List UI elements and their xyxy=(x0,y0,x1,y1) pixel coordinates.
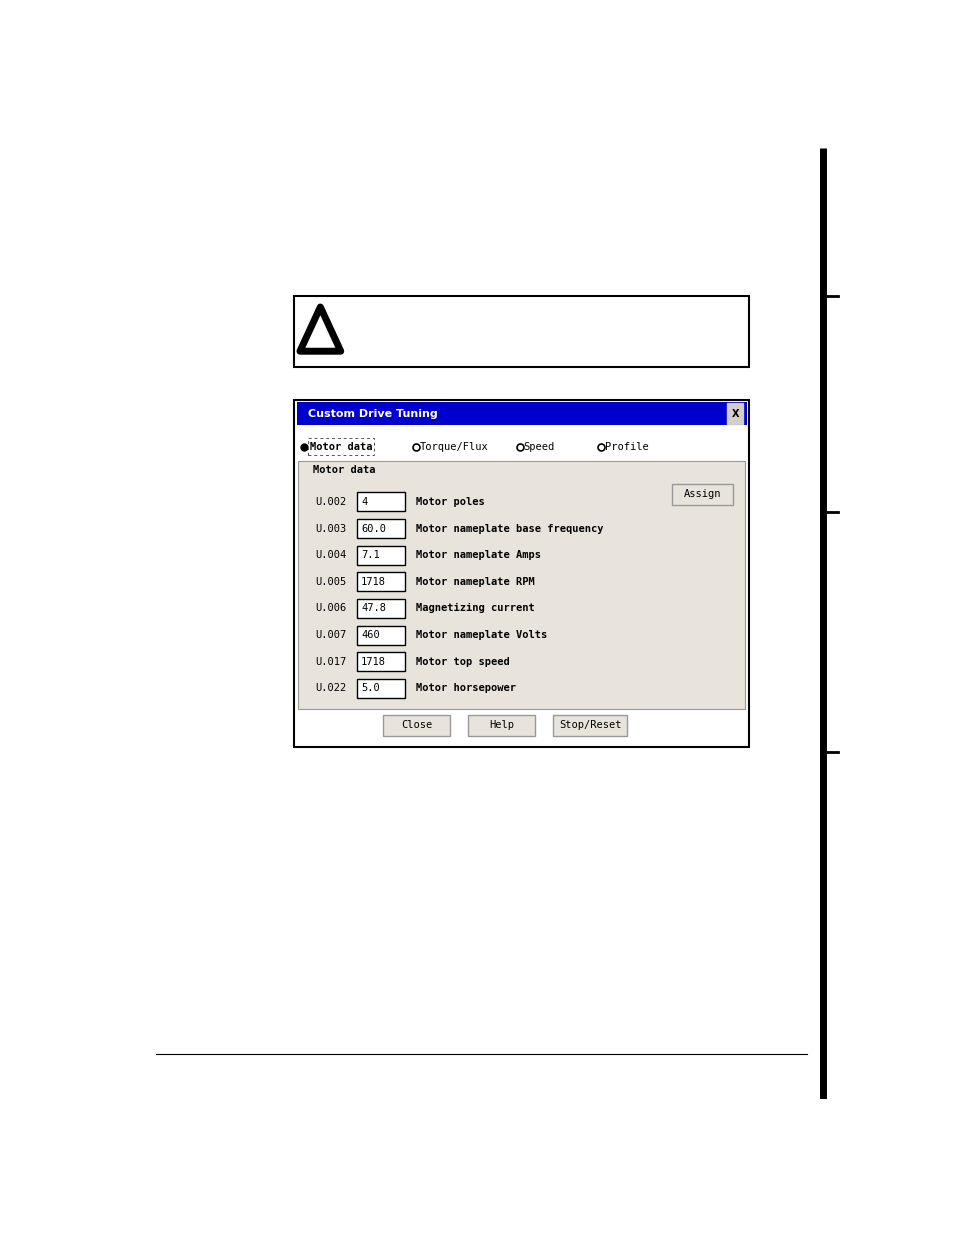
Text: 7.1: 7.1 xyxy=(360,551,379,561)
FancyBboxPatch shape xyxy=(672,484,732,505)
Text: U.005: U.005 xyxy=(314,577,346,587)
Text: Profile: Profile xyxy=(604,442,648,452)
FancyBboxPatch shape xyxy=(357,572,405,592)
Text: Assign: Assign xyxy=(683,489,720,499)
Text: Custom Drive Tuning: Custom Drive Tuning xyxy=(308,409,437,419)
Text: Motor nameplate Volts: Motor nameplate Volts xyxy=(416,630,547,640)
FancyBboxPatch shape xyxy=(383,715,449,736)
FancyBboxPatch shape xyxy=(468,715,535,736)
FancyBboxPatch shape xyxy=(726,403,742,424)
Text: Motor nameplate Amps: Motor nameplate Amps xyxy=(416,551,541,561)
FancyBboxPatch shape xyxy=(357,599,405,618)
Text: U.017: U.017 xyxy=(314,657,346,667)
Text: Magnetizing current: Magnetizing current xyxy=(416,604,535,614)
Text: 47.8: 47.8 xyxy=(360,604,386,614)
Text: Torque/Flux: Torque/Flux xyxy=(419,442,488,452)
Text: U.003: U.003 xyxy=(314,524,346,534)
Text: U.002: U.002 xyxy=(314,496,346,506)
Text: Stop/Reset: Stop/Reset xyxy=(558,720,620,730)
FancyBboxPatch shape xyxy=(294,400,748,747)
FancyBboxPatch shape xyxy=(296,403,746,425)
Text: Motor nameplate base frequency: Motor nameplate base frequency xyxy=(416,524,603,534)
Text: Motor data: Motor data xyxy=(313,464,375,474)
FancyBboxPatch shape xyxy=(298,461,744,709)
FancyBboxPatch shape xyxy=(357,493,405,511)
Text: 460: 460 xyxy=(360,630,379,640)
FancyBboxPatch shape xyxy=(357,626,405,645)
Text: Motor poles: Motor poles xyxy=(416,496,485,506)
Text: Close: Close xyxy=(400,720,432,730)
FancyBboxPatch shape xyxy=(357,546,405,564)
FancyBboxPatch shape xyxy=(357,679,405,698)
Text: Help: Help xyxy=(489,720,514,730)
Text: U.004: U.004 xyxy=(314,551,346,561)
Text: Motor nameplate RPM: Motor nameplate RPM xyxy=(416,577,535,587)
Text: Speed: Speed xyxy=(523,442,555,452)
Text: U.022: U.022 xyxy=(314,683,346,693)
FancyBboxPatch shape xyxy=(357,519,405,538)
Text: 5.0: 5.0 xyxy=(360,683,379,693)
FancyBboxPatch shape xyxy=(357,652,405,672)
Text: 1718: 1718 xyxy=(360,657,386,667)
Text: Motor horsepower: Motor horsepower xyxy=(416,683,516,693)
Text: Motor data: Motor data xyxy=(310,442,372,452)
Text: 4: 4 xyxy=(360,496,367,506)
Text: 1718: 1718 xyxy=(360,577,386,587)
Text: U.006: U.006 xyxy=(314,604,346,614)
Text: X: X xyxy=(731,409,739,419)
Text: U.007: U.007 xyxy=(314,630,346,640)
FancyBboxPatch shape xyxy=(553,715,626,736)
Text: Motor top speed: Motor top speed xyxy=(416,657,510,667)
Text: 60.0: 60.0 xyxy=(360,524,386,534)
FancyBboxPatch shape xyxy=(294,295,748,367)
